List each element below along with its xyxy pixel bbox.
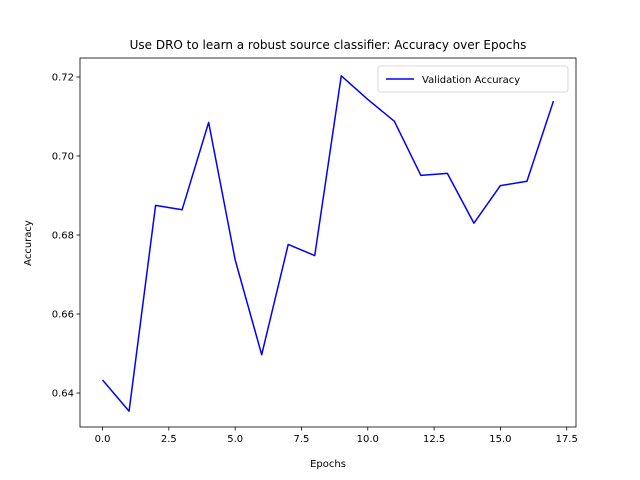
y-axis: 0.64 0.66 0.68 0.70 0.72 [52, 72, 80, 400]
data-point [313, 254, 316, 257]
x-tick-label: 0.0 [95, 434, 111, 445]
data-point [366, 98, 369, 101]
data-point [525, 180, 528, 183]
x-tick-label: 2.5 [161, 434, 177, 445]
data-point [234, 258, 237, 261]
legend-label: Validation Accuracy [422, 75, 520, 86]
data-point [499, 184, 502, 187]
data-point [128, 410, 131, 413]
x-tick-label: 12.5 [423, 434, 445, 445]
data-point [207, 121, 210, 124]
data-point [340, 74, 343, 77]
x-axis-label: Epochs [310, 459, 346, 470]
data-point [419, 174, 422, 177]
x-tick-label: 10.0 [357, 434, 379, 445]
y-tick-label: 0.64 [52, 389, 74, 400]
x-axis: 0.0 2.5 5.0 7.5 10.0 12.5 15.0 17.5 [95, 427, 578, 445]
x-tick-label: 17.5 [556, 434, 578, 445]
y-tick-label: 0.72 [52, 72, 74, 83]
plot-area [79, 57, 577, 428]
plot-frame [79, 57, 577, 428]
data-point [260, 353, 263, 356]
data-point [181, 208, 184, 211]
data-point [393, 120, 396, 123]
data-point [472, 222, 475, 225]
x-tick-label: 5.0 [227, 434, 243, 445]
x-tick-label: 15.0 [489, 434, 511, 445]
data-point [101, 378, 104, 381]
y-tick-label: 0.70 [52, 151, 74, 162]
data-point [552, 100, 555, 103]
chart-title: Use DRO to learn a robust source classif… [130, 38, 527, 52]
data-point [446, 172, 449, 175]
x-tick-label: 7.5 [294, 434, 310, 445]
y-tick-label: 0.66 [52, 310, 74, 321]
data-point [287, 243, 290, 246]
legend-box [377, 65, 569, 93]
legend: Validation Accuracy [377, 65, 569, 93]
data-point [154, 204, 157, 207]
y-tick-label: 0.68 [52, 230, 74, 241]
series-layer [101, 74, 555, 413]
series-line-validation-accuracy [101, 75, 555, 412]
y-axis-label: Accuracy [23, 220, 34, 266]
